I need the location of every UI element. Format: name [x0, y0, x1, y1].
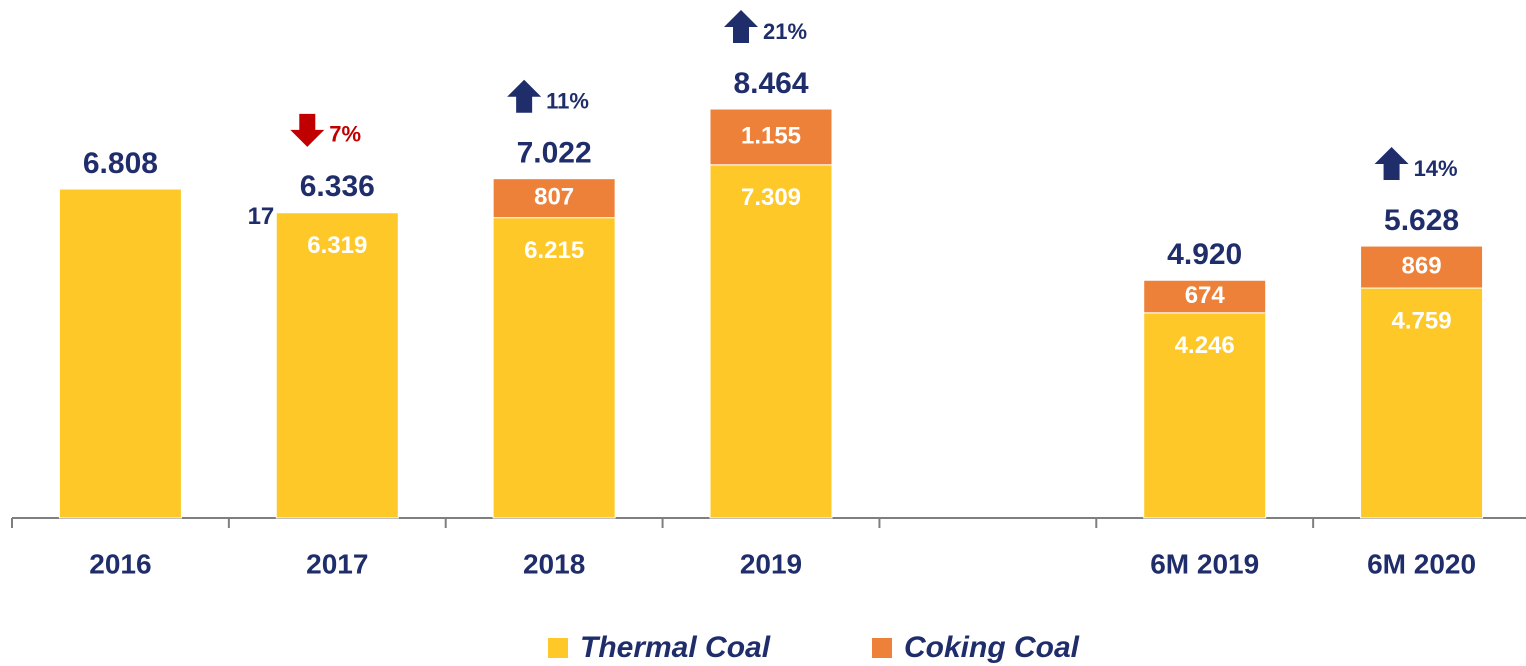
total-label: 5.628	[1384, 204, 1459, 237]
bar-segment	[1143, 312, 1267, 519]
change-label: 7%	[329, 122, 361, 147]
bar-segment	[1360, 245, 1484, 289]
segment-label: 7.309	[741, 184, 801, 211]
bar-segment	[1143, 279, 1267, 314]
total-label: 6.808	[83, 147, 158, 180]
bar-segment	[275, 212, 399, 519]
total-label: 4.920	[1167, 238, 1242, 271]
x-tick-label: 6M 2020	[1367, 548, 1476, 579]
legend-label: Thermal Coal	[580, 631, 771, 664]
change-label: 21%	[763, 19, 807, 44]
bar-segment	[492, 178, 616, 219]
legend-label: Coking Coal	[904, 631, 1080, 664]
bar-segment	[275, 211, 399, 214]
total-label: 8.464	[733, 67, 808, 100]
change-arrow	[507, 79, 542, 113]
change-arrow	[1374, 147, 1409, 181]
legend-swatch	[872, 638, 892, 658]
change-arrow	[724, 10, 758, 44]
segment-label: 1.155	[741, 122, 801, 149]
x-tick-label: 2016	[89, 548, 151, 579]
segment-label: 17	[248, 203, 275, 230]
segment-label: 674	[1185, 282, 1226, 309]
total-label: 7.022	[517, 137, 592, 170]
segment-label: 807	[534, 184, 574, 211]
legend-swatch	[548, 638, 568, 658]
total-label: 6.336	[300, 170, 375, 203]
bar-segment	[58, 188, 182, 519]
x-tick-label: 2018	[523, 548, 585, 579]
change-label: 11%	[546, 89, 589, 114]
segment-label: 869	[1402, 252, 1442, 279]
x-tick-label: 2017	[306, 548, 368, 579]
segment-label: 6.215	[524, 237, 584, 264]
bar-segment	[709, 108, 833, 166]
segment-label: 4.759	[1392, 307, 1452, 334]
segment-label: 4.246	[1175, 332, 1235, 359]
bar-segment	[492, 217, 616, 519]
x-tick-label: 2019	[740, 548, 802, 579]
bar-segment	[709, 164, 833, 519]
segment-label: 6.319	[307, 232, 367, 259]
change-label: 14%	[1414, 156, 1458, 181]
x-tick-label: 6M 2019	[1150, 548, 1259, 579]
change-arrow	[290, 113, 325, 147]
